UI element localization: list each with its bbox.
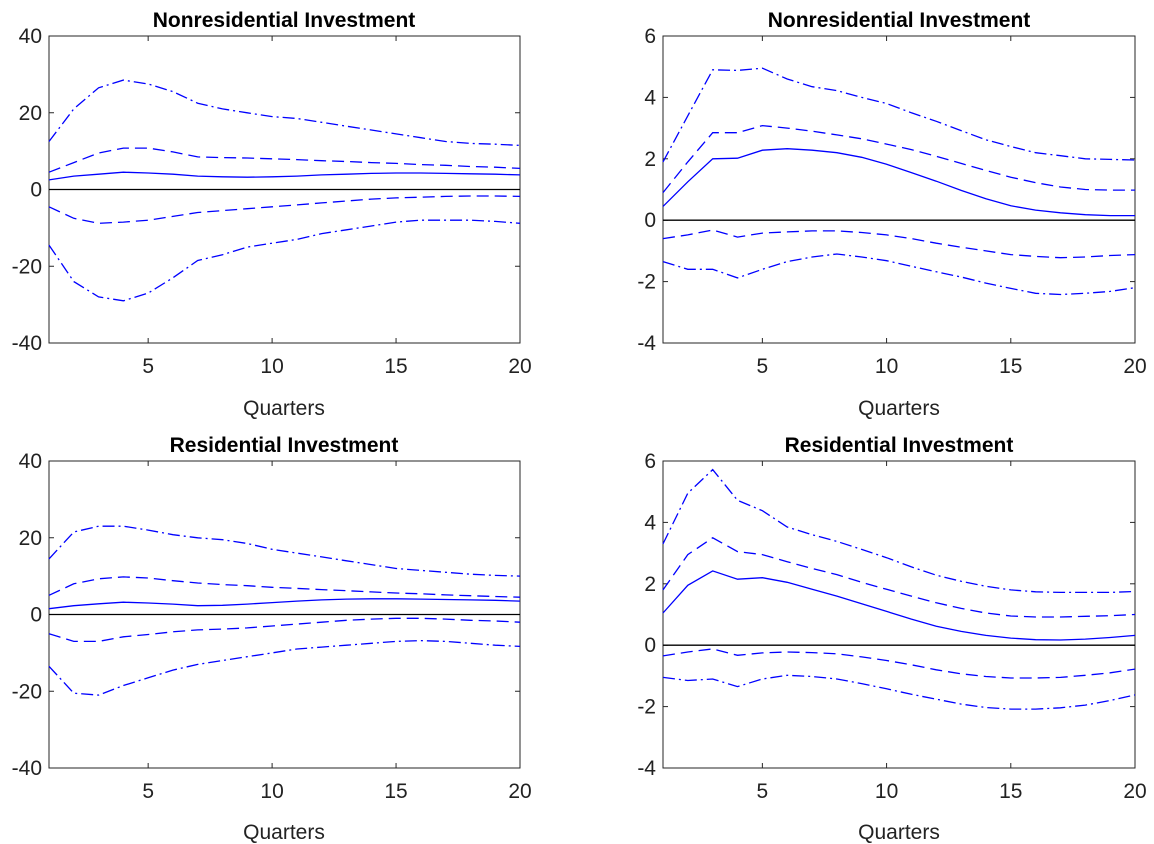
x-tick-label: 20 (508, 355, 531, 378)
axes-box (663, 36, 1135, 343)
lower-band-inner (49, 618, 520, 641)
y-tick-label: 40 (19, 25, 42, 48)
x-tick-label: 10 (260, 780, 283, 803)
subplot-title: Residential Investment (785, 434, 1014, 457)
y-tick-label: 20 (19, 102, 42, 125)
lower-band-outer (49, 641, 520, 696)
estimate-line (663, 149, 1135, 216)
lower-band-outer (663, 675, 1135, 709)
x-axis-label: Quarters (243, 397, 325, 420)
subplot-title: Residential Investment (170, 434, 399, 457)
y-tick-label: 0 (30, 179, 42, 202)
upper-band-inner (49, 577, 520, 597)
y-tick-label: -40 (12, 757, 42, 780)
upper-band-inner (663, 126, 1135, 193)
y-tick-label: 6 (644, 450, 656, 473)
estimate-line (49, 599, 520, 609)
y-tick-label: 0 (644, 209, 656, 232)
x-tick-label: 15 (999, 355, 1022, 378)
y-tick-label: 2 (644, 148, 656, 171)
y-tick-label: 2 (644, 573, 656, 596)
subplot-top-left: Nonresidential Investment Quarters -40 -2… (12, 9, 532, 420)
estimate-line (663, 571, 1135, 640)
lower-band-outer (49, 220, 520, 301)
x-tick-label: 15 (384, 355, 407, 378)
y-tick-label: -20 (12, 255, 42, 278)
x-axis-label: Quarters (858, 821, 940, 844)
subplot-bottom-right: Residential Investment Quarters -4 -2 0 2 4 6… (637, 434, 1146, 844)
x-tick-label: 15 (999, 780, 1022, 803)
x-tick-label: 5 (142, 780, 154, 803)
lower-band-inner (663, 230, 1135, 258)
y-tick-label: -4 (637, 757, 656, 780)
y-tick-label: -4 (637, 332, 656, 355)
axes-box (663, 461, 1135, 768)
subplot-top-right: Nonresidential Investment Quarters -4 -2 0… (637, 9, 1146, 420)
y-tick-label: 40 (19, 450, 42, 473)
x-tick-label: 15 (384, 780, 407, 803)
y-tick-label: 0 (30, 604, 42, 627)
y-tick-label: -40 (12, 332, 42, 355)
y-tick-label: 6 (644, 25, 656, 48)
x-tick-label: 20 (508, 780, 531, 803)
x-tick-label: 10 (875, 355, 898, 378)
y-tick-label: 4 (644, 511, 656, 534)
y-tick-label: -2 (637, 696, 656, 719)
y-tick-label: 4 (644, 86, 656, 109)
upper-band-outer (49, 80, 520, 145)
y-tick-label: -2 (637, 271, 656, 294)
x-axis-label: Quarters (858, 397, 940, 420)
y-tick-label: 0 (644, 634, 656, 657)
estimate-line (49, 172, 520, 180)
upper-band-outer (49, 526, 520, 576)
x-tick-label: 20 (1123, 355, 1146, 378)
x-tick-label: 10 (875, 780, 898, 803)
y-tick-label: 20 (19, 527, 42, 550)
x-tick-label: 5 (757, 780, 769, 803)
lower-band-inner (663, 649, 1135, 678)
lower-band-outer (663, 254, 1135, 295)
upper-band-inner (49, 148, 520, 172)
y-tick-label: -20 (12, 680, 42, 703)
x-tick-label: 5 (757, 355, 769, 378)
subplot-bottom-left: Residential Investment Quarters -40 -20 0 2… (12, 434, 532, 844)
subplot-title: Nonresidential Investment (153, 9, 416, 32)
x-axis-label: Quarters (243, 821, 325, 844)
x-tick-label: 20 (1123, 780, 1146, 803)
upper-band-outer (663, 68, 1135, 162)
upper-band-outer (663, 470, 1135, 593)
subplot-title: Nonresidential Investment (768, 9, 1031, 32)
x-tick-label: 10 (260, 355, 283, 378)
x-tick-label: 5 (142, 355, 154, 378)
lower-band-inner (49, 196, 520, 223)
